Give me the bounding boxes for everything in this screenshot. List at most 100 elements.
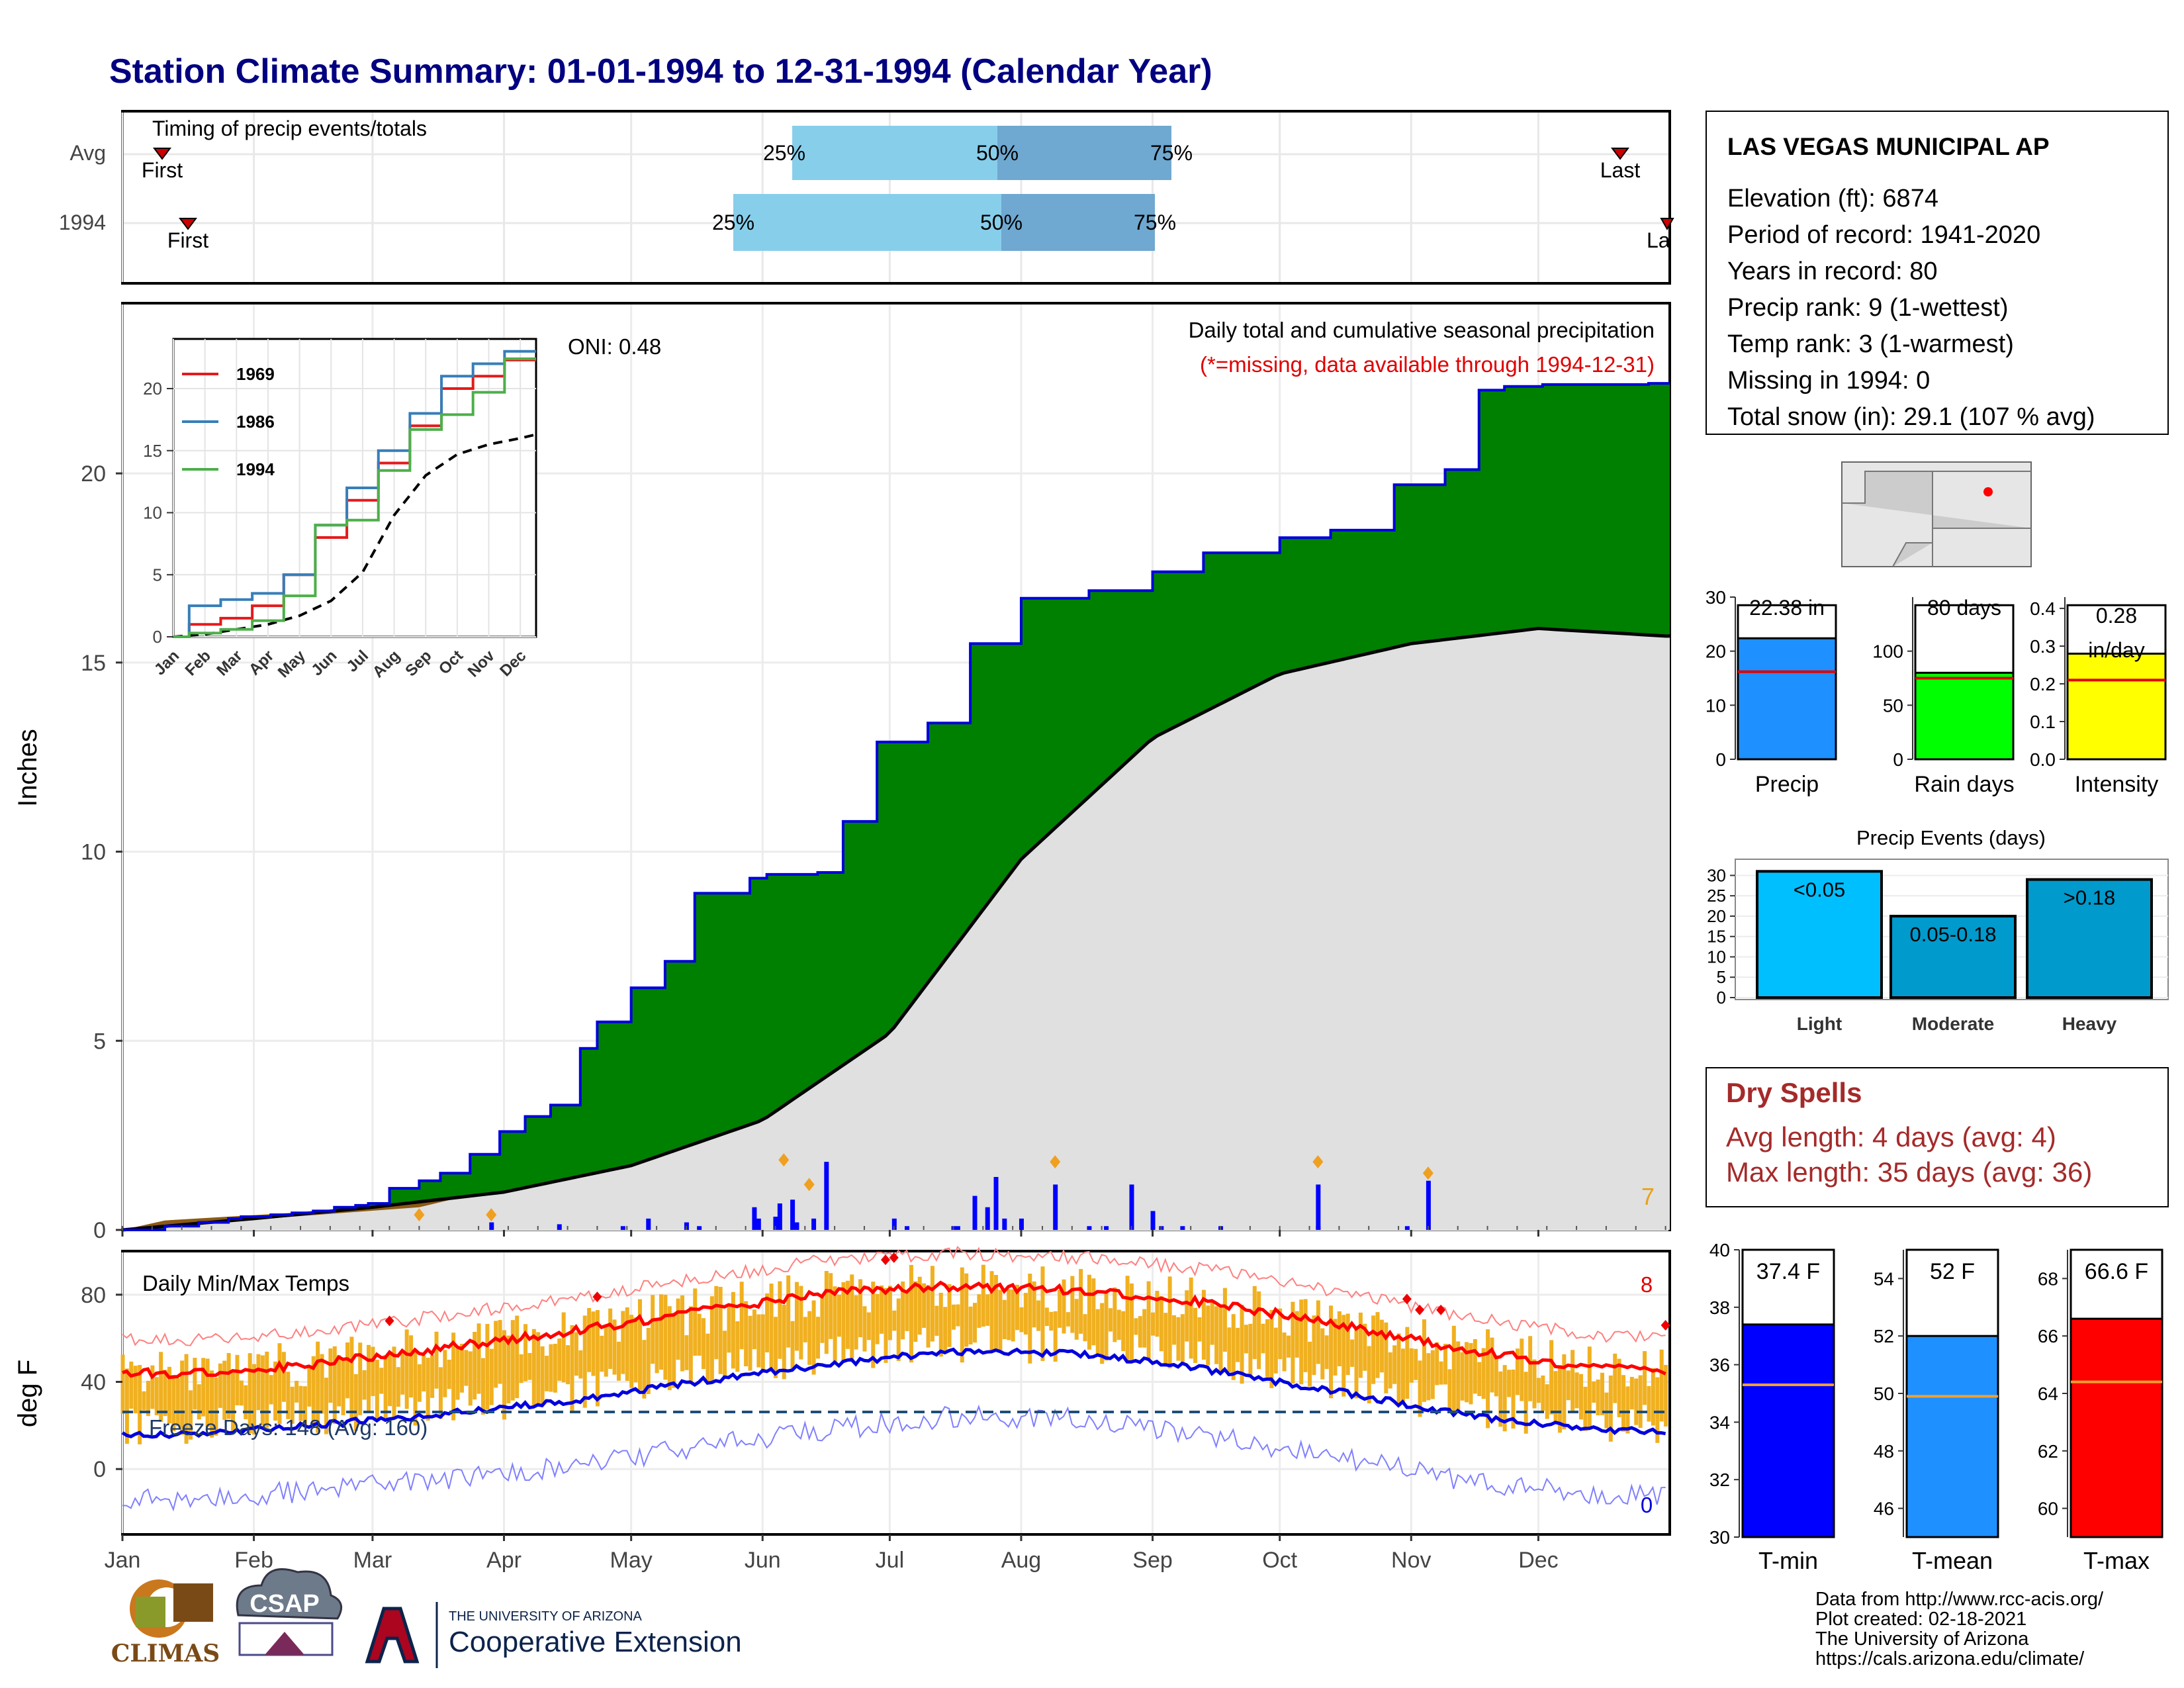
temp-day-bar bbox=[422, 1355, 426, 1391]
temp-day-bar bbox=[180, 1360, 185, 1435]
temp-day-bar bbox=[1528, 1336, 1533, 1401]
tstat-label: T-mean bbox=[1912, 1547, 1993, 1574]
precip-ytick-label: 15 bbox=[81, 651, 106, 676]
footer-line-2: The University of Arizona bbox=[1815, 1628, 2029, 1650]
temp-day-bar bbox=[1520, 1338, 1524, 1401]
tstat-value-text: 52 F bbox=[1930, 1259, 1975, 1284]
daily-temp-range-bars bbox=[120, 1264, 1668, 1444]
temp-day-bar bbox=[1316, 1300, 1320, 1364]
record-precip-marker bbox=[803, 1178, 815, 1192]
station-line-1: Period of record: 1941-2020 bbox=[1727, 221, 2040, 249]
temp-day-bar bbox=[345, 1342, 349, 1399]
temp-day-bar bbox=[1007, 1289, 1011, 1340]
temp-day-bar bbox=[1494, 1356, 1498, 1397]
record-precip-marker bbox=[1312, 1155, 1324, 1169]
mini-tick-label: 0.3 bbox=[2030, 636, 2056, 657]
state-outlines bbox=[1842, 471, 2031, 567]
temp-day-bar bbox=[129, 1361, 134, 1409]
mini-value-text: in/day bbox=[2088, 638, 2144, 662]
temp-day-bar bbox=[667, 1306, 672, 1391]
mini-label: Precip bbox=[1755, 772, 1819, 797]
tstat-value-bar bbox=[1741, 1323, 1835, 1538]
mini-tick-label: 100 bbox=[1872, 641, 1903, 662]
station-line-4: Temp rank: 3 (1-warmest) bbox=[1727, 330, 2014, 358]
temp-day-bar bbox=[901, 1281, 905, 1340]
temp-day-bar bbox=[349, 1336, 354, 1421]
temp-day-bar bbox=[388, 1353, 392, 1407]
temp-day-bar bbox=[175, 1378, 180, 1427]
month-label: Jul bbox=[876, 1548, 904, 1573]
temp-day-bar bbox=[1587, 1346, 1592, 1430]
temp-day-bar bbox=[1490, 1337, 1494, 1393]
temp-day-bar bbox=[947, 1284, 952, 1347]
footer-line-3: https://cals.arizona.edu/climate/ bbox=[1815, 1648, 2085, 1669]
temp-day-bar bbox=[989, 1271, 994, 1352]
temp-day-bar bbox=[1345, 1313, 1350, 1376]
mini-tick-label: 0.2 bbox=[2030, 674, 2056, 694]
temp-day-bar bbox=[375, 1360, 379, 1421]
temp-day-bar bbox=[1095, 1309, 1100, 1354]
temp-day-bar bbox=[426, 1358, 430, 1421]
temp-day-bar bbox=[815, 1317, 820, 1359]
temp-day-bar bbox=[1134, 1318, 1138, 1335]
temp-day-bar bbox=[1324, 1335, 1329, 1370]
year-50-75-bar bbox=[1001, 194, 1155, 251]
temp-day-bar bbox=[1655, 1377, 1660, 1443]
mini-value-bar bbox=[2066, 652, 2167, 761]
temp-day-bar bbox=[124, 1368, 129, 1444]
temp-day-bar bbox=[1422, 1319, 1426, 1402]
month-label: Apr bbox=[486, 1548, 522, 1573]
temp-day-bar bbox=[1172, 1315, 1177, 1345]
location-map bbox=[1841, 461, 2032, 567]
temp-day-bar bbox=[1193, 1307, 1198, 1363]
temp-day-bar bbox=[794, 1282, 799, 1351]
temp-day-bar bbox=[353, 1374, 358, 1431]
above-average-area bbox=[122, 383, 1670, 1231]
temp-day-bar bbox=[248, 1353, 252, 1434]
temp-day-bar bbox=[1278, 1308, 1283, 1360]
temp-day-bar bbox=[1299, 1299, 1304, 1385]
record-temp-marker bbox=[1415, 1304, 1425, 1315]
temp-day-bar bbox=[218, 1363, 222, 1408]
temp-day-bar bbox=[1371, 1315, 1376, 1384]
temp-day-bar bbox=[519, 1354, 523, 1383]
temp-day-bar bbox=[1435, 1342, 1439, 1385]
daily-precip-bar bbox=[620, 1226, 625, 1230]
temp-day-bar bbox=[642, 1340, 647, 1399]
temp-day-bar bbox=[489, 1348, 494, 1405]
temp-day-bar bbox=[286, 1372, 291, 1419]
month-label: Aug bbox=[1001, 1548, 1042, 1573]
temp-day-bar bbox=[430, 1355, 435, 1398]
temp-day-bar bbox=[396, 1367, 400, 1407]
events-category-label: Heavy bbox=[2062, 1013, 2117, 1034]
year-last-marker bbox=[1660, 218, 1674, 231]
temp-day-bar bbox=[239, 1380, 244, 1406]
month-label: Nov bbox=[1391, 1548, 1431, 1573]
temp-title: Daily Min/Max Temps bbox=[142, 1271, 349, 1295]
precip-panel: 0 5 10 15 20 Inches Daily total and cumulati… bbox=[13, 302, 1671, 1243]
temp-day-bar bbox=[1557, 1365, 1562, 1433]
daily-precip-bar bbox=[1316, 1184, 1321, 1230]
events-category-label: Moderate bbox=[1912, 1013, 1994, 1034]
temp-day-bar bbox=[994, 1275, 999, 1352]
inset-legend: 1969 1986 1994 bbox=[182, 364, 275, 479]
temp-day-bar bbox=[1079, 1269, 1083, 1334]
temp-day-bar bbox=[1070, 1276, 1075, 1333]
daily-precip-bar bbox=[1104, 1226, 1109, 1230]
temp-day-bar bbox=[1608, 1375, 1613, 1442]
temp-day-bar bbox=[434, 1331, 439, 1389]
tstat-tick-label: 66 bbox=[2038, 1326, 2058, 1346]
temp-day-bar bbox=[578, 1350, 583, 1379]
temp-ytick-label: 40 bbox=[81, 1370, 106, 1395]
climas-logo: CLIMAS bbox=[111, 1579, 220, 1667]
events-tick-label: 25 bbox=[1707, 886, 1726, 906]
temp-day-bar bbox=[887, 1286, 892, 1340]
temp-day-bar bbox=[1044, 1307, 1049, 1327]
temp-day-bar bbox=[1257, 1291, 1261, 1370]
average-cumulative-line bbox=[122, 626, 1670, 1232]
temp-day-bar bbox=[252, 1364, 257, 1435]
csap-text: CSAP bbox=[250, 1590, 320, 1618]
temp-day-bar bbox=[1049, 1311, 1054, 1331]
tstat-tick-label: 48 bbox=[1874, 1441, 1894, 1462]
